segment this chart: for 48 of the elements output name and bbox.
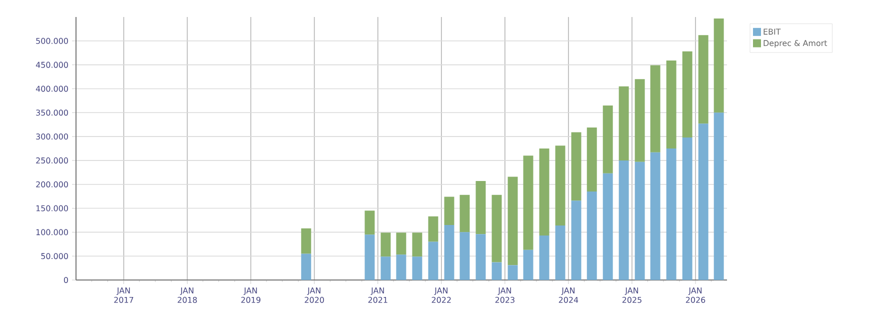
bar — [412, 232, 422, 257]
bar — [666, 148, 676, 280]
bar — [602, 105, 613, 174]
bar — [412, 256, 422, 280]
bar — [396, 232, 406, 255]
bar — [650, 152, 660, 280]
bar — [364, 210, 375, 235]
bar — [618, 86, 629, 160]
bar — [301, 254, 312, 280]
bar — [523, 156, 534, 250]
bar — [444, 225, 454, 280]
bar — [714, 18, 724, 113]
bar — [492, 194, 502, 262]
bar — [682, 138, 692, 280]
bar — [508, 176, 518, 266]
bar — [523, 250, 534, 280]
bar — [476, 234, 486, 280]
bar — [428, 216, 438, 242]
bar — [666, 60, 676, 149]
bar — [476, 181, 486, 234]
bar — [698, 124, 708, 280]
bar — [634, 79, 645, 162]
bar — [586, 127, 597, 192]
bar — [602, 173, 613, 280]
bar — [555, 146, 566, 226]
bar — [460, 232, 470, 280]
bar — [301, 228, 312, 254]
bar — [682, 51, 692, 138]
bar — [492, 262, 502, 280]
bar — [571, 200, 582, 280]
bar — [380, 232, 391, 257]
bar — [714, 112, 724, 280]
bar — [508, 265, 518, 280]
bar — [364, 234, 375, 280]
bar — [586, 192, 597, 280]
bar — [618, 160, 629, 280]
bar — [460, 194, 470, 232]
bar — [428, 242, 438, 280]
bar — [539, 236, 550, 280]
bar — [698, 35, 708, 124]
bar — [650, 65, 660, 152]
bar — [555, 225, 566, 280]
bar — [539, 148, 550, 236]
bar — [380, 256, 391, 280]
bar — [571, 132, 582, 201]
bar — [444, 196, 454, 226]
bar — [634, 162, 645, 280]
bar — [396, 254, 406, 280]
